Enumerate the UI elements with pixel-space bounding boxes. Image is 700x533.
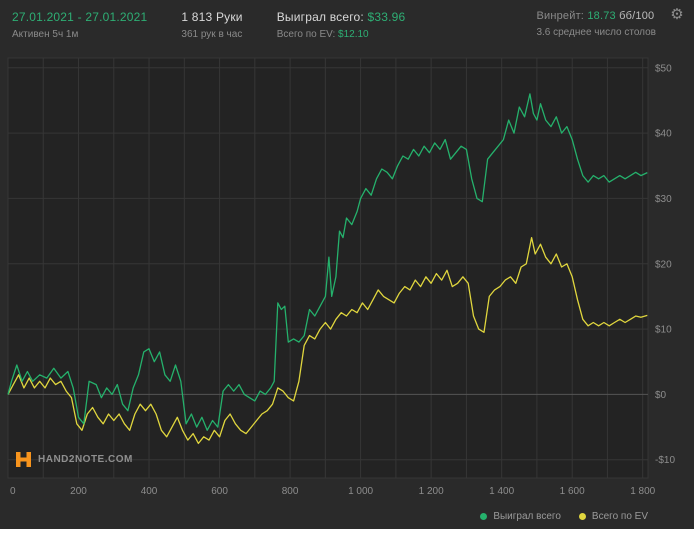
legend-dot-ev: [578, 513, 586, 520]
svg-text:1 200: 1 200: [419, 486, 444, 497]
legend-label-ev: Всего по EV: [591, 511, 648, 522]
stats-header: 27.01.2021 - 27.01.2021 Активен 5ч 1м 1 …: [0, 0, 694, 48]
gear-icon[interactable]: ⚙: [670, 6, 684, 23]
legend-dot-won: [480, 513, 488, 520]
winrate-line: Винрейт: 18.73 бб/100: [536, 10, 656, 22]
brand-logo: HAND2NOTE.COM: [16, 452, 133, 467]
avg-tables: 3.6 среднее число столов: [536, 27, 656, 38]
svg-text:$50: $50: [655, 63, 672, 74]
ev-total-line: Всего по EV: $12.10: [277, 29, 406, 40]
svg-text:1 600: 1 600: [560, 486, 585, 497]
svg-text:0: 0: [10, 486, 16, 497]
svg-text:$20: $20: [655, 259, 672, 270]
svg-text:1 000: 1 000: [348, 486, 373, 497]
svg-text:1 400: 1 400: [489, 486, 514, 497]
svg-text:$0: $0: [655, 390, 667, 401]
won-total-line: Выиграл всего: $33.96: [277, 10, 406, 24]
svg-text:800: 800: [282, 486, 299, 497]
ev-label: Всего по EV:: [276, 29, 336, 40]
svg-text:$40: $40: [655, 129, 672, 140]
svg-text:$30: $30: [655, 194, 672, 205]
won-label: Выиграл всего:: [276, 10, 364, 24]
winrate-label: Винрейт:: [536, 10, 585, 22]
date-range: 27.01.2021 - 27.01.2021: [12, 10, 148, 24]
hand2note-logo-icon: [16, 452, 31, 467]
winrate-block: Винрейт: 18.73 бб/100 3.6 среднее число …: [536, 10, 656, 38]
winrate-unit: бб/100: [619, 10, 655, 22]
svg-text:1 800: 1 800: [630, 486, 655, 497]
hands-total: 1 813 Руки: [181, 10, 243, 24]
legend-item-ev[interactable]: Всего по EV: [578, 511, 648, 522]
ev-value: $12.10: [338, 29, 369, 40]
hands-per-hour: 361 рук в час: [181, 29, 243, 40]
winnings-graph: -$10 $0 $10 $20 $30 $40 $50 0 200 400 600 800 1 000 1…: [7, 57, 675, 497]
svg-text:200: 200: [70, 486, 87, 497]
active-time: Активен 5ч 1м: [12, 29, 79, 40]
brand-name: HAND2NOTE.COM: [38, 454, 133, 465]
svg-text:-$10: -$10: [655, 455, 675, 466]
chart-legend: Выиграл всего Всего по EV: [480, 511, 648, 522]
hands-block: 1 813 Руки 361 рук в час: [181, 10, 242, 40]
session-date-block: 27.01.2021 - 27.01.2021 Активен 5ч 1м: [12, 10, 147, 40]
svg-text:600: 600: [211, 486, 228, 497]
svg-text:400: 400: [141, 486, 158, 497]
winrate-value: 18.73: [587, 10, 616, 22]
won-value: $33.96: [367, 10, 406, 24]
winnings-block: Выиграл всего: $33.96 Всего по EV: $12.1…: [277, 10, 406, 40]
svg-text:$10: $10: [655, 325, 672, 336]
legend-label-won: Выиграл всего: [493, 511, 561, 522]
legend-item-won[interactable]: Выиграл всего: [480, 511, 561, 522]
